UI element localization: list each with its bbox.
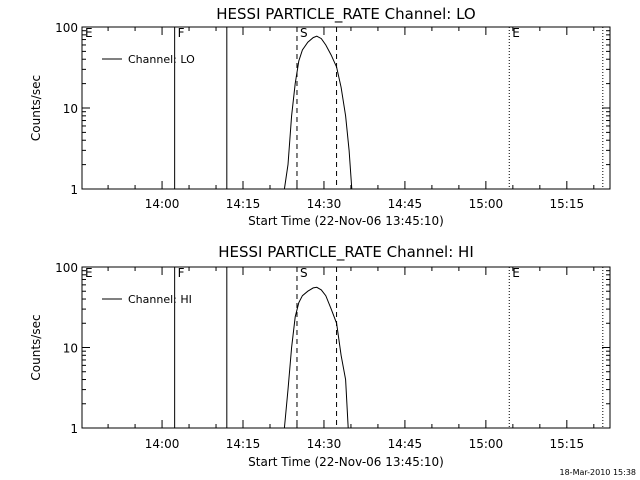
- y-tick-label: 10: [63, 102, 78, 116]
- x-tick-label: 14:00: [145, 197, 180, 211]
- x-axis-label: Start Time (22-Nov-06 13:45:10): [248, 455, 444, 469]
- x-axis-label: Start Time (22-Nov-06 13:45:10): [248, 214, 444, 228]
- series-line: [283, 286, 349, 429]
- x-tick-label: 14:00: [145, 437, 180, 451]
- event-marker-label: E: [512, 26, 520, 40]
- y-axis-label: Counts/sec: [29, 314, 43, 380]
- y-tick-label: 1: [70, 422, 78, 436]
- chart-panel-lo: HESSI PARTICLE_RATE Channel: LO 1 10 100 14:…: [29, 5, 611, 228]
- y-tick-label: 1: [70, 183, 78, 197]
- x-tick-label: 14:30: [307, 437, 342, 451]
- x-tick-label: 14:45: [388, 437, 423, 451]
- x-tick-label: 15:15: [550, 197, 585, 211]
- event-marker-label: F: [178, 266, 185, 280]
- y-tick-label: 100: [55, 261, 78, 275]
- event-marker-label: F: [178, 26, 185, 40]
- x-tick-label: 15:00: [469, 437, 504, 451]
- footer-timestamp: 18-Mar-2010 15:38: [560, 468, 637, 477]
- event-marker-label: E: [85, 266, 93, 280]
- event-marker-label: E: [512, 266, 520, 280]
- chart-title: HESSI PARTICLE_RATE Channel: HI: [218, 243, 474, 262]
- legend-entry: Channel: HI: [128, 293, 192, 306]
- plot-frame: [81, 26, 611, 190]
- event-marker-label: S: [300, 266, 308, 280]
- series-line: [283, 35, 353, 190]
- x-tick-label: 14:30: [307, 197, 342, 211]
- y-tick-label: 100: [55, 21, 78, 35]
- event-marker-label: E: [85, 26, 93, 40]
- legend-entry: Channel: LO: [128, 53, 195, 66]
- x-tick-label: 14:45: [388, 197, 423, 211]
- chart-title: HESSI PARTICLE_RATE Channel: LO: [216, 5, 475, 24]
- y-tick-label: 10: [63, 342, 78, 356]
- chart-panel-hi: HESSI PARTICLE_RATE Channel: HI 1 10 100 14:…: [29, 243, 611, 469]
- x-tick-label: 15:15: [550, 437, 585, 451]
- x-tick-label: 15:00: [469, 197, 504, 211]
- x-tick-label: 14:15: [226, 197, 261, 211]
- plot-frame: [81, 266, 611, 429]
- event-marker-label: S: [300, 26, 308, 40]
- y-axis-label: Counts/sec: [29, 75, 43, 141]
- x-tick-label: 14:15: [226, 437, 261, 451]
